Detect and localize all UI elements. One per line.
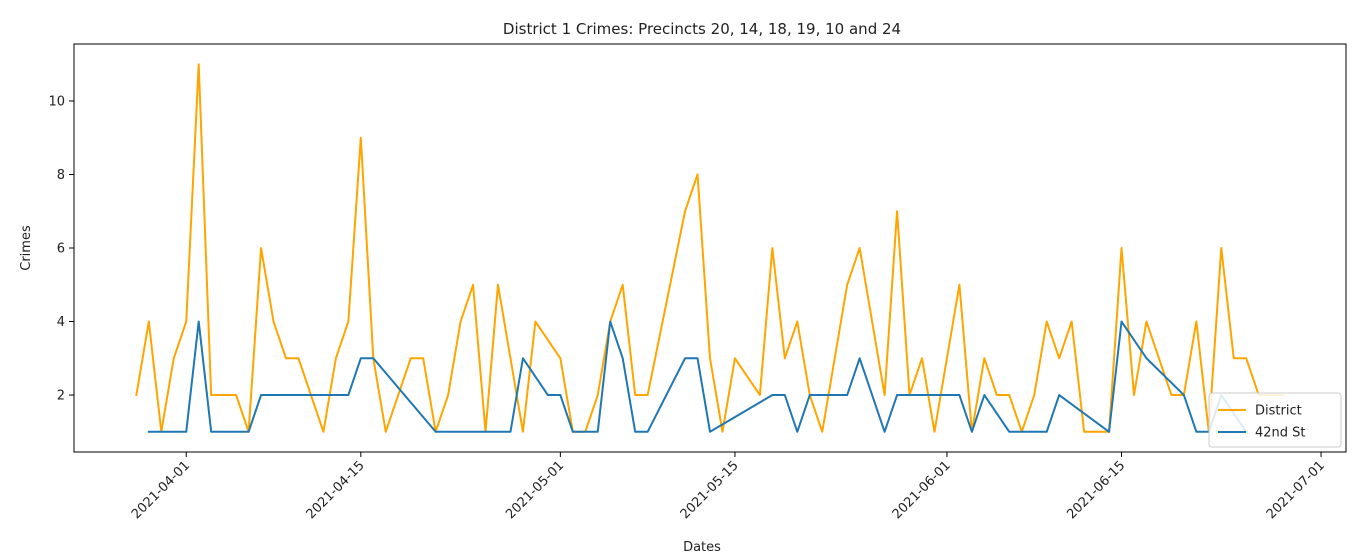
y-tick-label: 10 [48, 94, 65, 109]
series-layer [135, 63, 1285, 434]
legend: District 42nd St [1208, 392, 1342, 448]
y-axis-title: Crimes [19, 225, 34, 271]
legend-label: 42nd St [1255, 426, 1306, 441]
series-42nd-st [147, 320, 1248, 434]
y-tick-label: 4 [57, 315, 65, 330]
y-tick-label: 2 [57, 389, 65, 404]
y-tick-label: 8 [57, 168, 65, 183]
chart-title: District 1 Crimes: Precincts 20, 14, 18,… [503, 20, 901, 38]
y-tick-label: 6 [57, 242, 65, 257]
legend-box [1208, 392, 1342, 448]
x-axis-title: Dates [683, 540, 721, 555]
legend-label: District [1255, 404, 1302, 419]
